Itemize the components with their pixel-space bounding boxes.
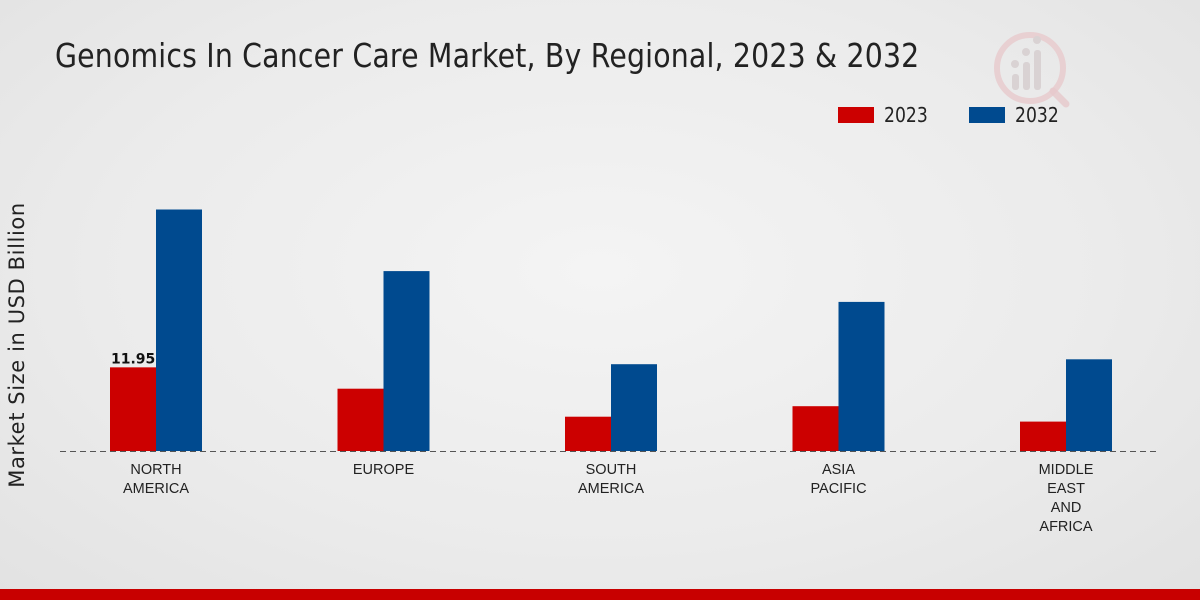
- x-tick-label-middle-east-and-africa-line-1: EAST: [1047, 481, 1085, 497]
- legend-swatch-2023: [838, 107, 874, 123]
- chart-legend: 2023 2032: [838, 103, 1100, 127]
- bar-2032-europe[interactable]: [383, 271, 430, 451]
- x-tick-label-middle-east-and-africa-line-3: AFRICA: [1039, 519, 1093, 535]
- legend-item-2032[interactable]: 2032: [968, 103, 1066, 127]
- x-tick-label-europe-line-0: EUROPE: [353, 462, 415, 478]
- bar-2023-north-america[interactable]: [110, 367, 156, 451]
- bar-2023-asia-pacific[interactable]: [792, 406, 839, 451]
- bar-2032-asia-pacific[interactable]: [838, 301, 885, 451]
- legend-label-2032: 2032: [1014, 103, 1059, 127]
- bar-2032-north-america[interactable]: [156, 209, 202, 452]
- market-research-logo-icon: [994, 32, 1070, 108]
- bar-2032-middle-east-and-africa[interactable]: [1066, 359, 1112, 451]
- bar-2032-south-america[interactable]: [611, 364, 657, 451]
- chart-title: Genomics In Cancer Care Market, By Regio…: [55, 36, 920, 75]
- x-tick-label-south-america-line-0: SOUTH: [586, 462, 637, 478]
- x-tick-label-asia-pacific-line-1: PACIFIC: [810, 481, 866, 497]
- bottom-accent-bar: [0, 589, 1200, 600]
- legend-item-2023[interactable]: 2023: [838, 103, 935, 127]
- legend-swatch-2032: [968, 107, 1005, 123]
- x-tick-label-south-america-line-1: AMERICA: [578, 481, 644, 497]
- bar-2023-europe[interactable]: [337, 388, 384, 451]
- bar-2023-middle-east-and-africa[interactable]: [1020, 421, 1066, 451]
- x-tick-label-asia-pacific-line-0: ASIA: [822, 462, 855, 478]
- x-tick-label-north-america-line-0: NORTH: [130, 462, 181, 478]
- bar-2023-south-america[interactable]: [565, 416, 611, 451]
- legend-label-2023: 2023: [884, 103, 928, 127]
- x-tick-label-middle-east-and-africa-line-0: MIDDLE: [1039, 462, 1094, 478]
- x-tick-label-middle-east-and-africa-line-2: AND: [1051, 500, 1082, 516]
- x-tick-label-north-america-line-1: AMERICA: [123, 481, 189, 497]
- data-label-2023-0: 11.95: [111, 351, 155, 367]
